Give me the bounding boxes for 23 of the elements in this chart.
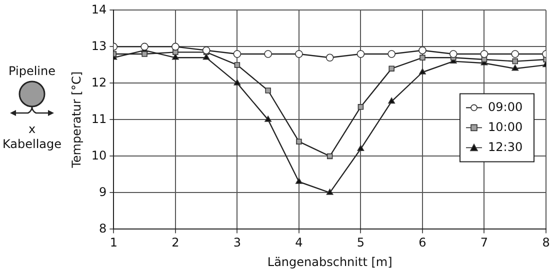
text: x xyxy=(27,122,37,137)
y-axis-title: Temperatur [°C] xyxy=(69,71,84,169)
legend-label: 12:30 xyxy=(488,140,523,154)
y-tick-label: 12 xyxy=(91,75,107,90)
text: Kabellage xyxy=(1,137,63,152)
x-tick-label: 5 xyxy=(356,236,365,250)
x-tick-label: 4 xyxy=(295,236,303,250)
x-tick-label: 8 xyxy=(542,236,550,250)
legend-label: 10:00 xyxy=(488,120,523,134)
y-tick-label: 9 xyxy=(99,184,107,199)
y-tick-label: 14 xyxy=(91,2,107,16)
x-axis-title: Längenabschnitt [m] xyxy=(267,254,392,269)
x-tick-label: 2 xyxy=(172,236,180,250)
x-tick-label: 1 xyxy=(110,236,118,250)
y-tick-label: 13 xyxy=(91,38,107,53)
x-tick-label: 7 xyxy=(480,236,488,250)
y-tick-label: 11 xyxy=(91,112,107,126)
y-tick-label: 8 xyxy=(99,221,107,236)
text: Pipeline xyxy=(8,64,56,78)
legend-label: 09:00 xyxy=(488,100,523,114)
y-tick-label: 10 xyxy=(91,148,107,162)
x-tick-label: 3 xyxy=(233,236,242,250)
x-tick-label: 6 xyxy=(418,236,426,250)
